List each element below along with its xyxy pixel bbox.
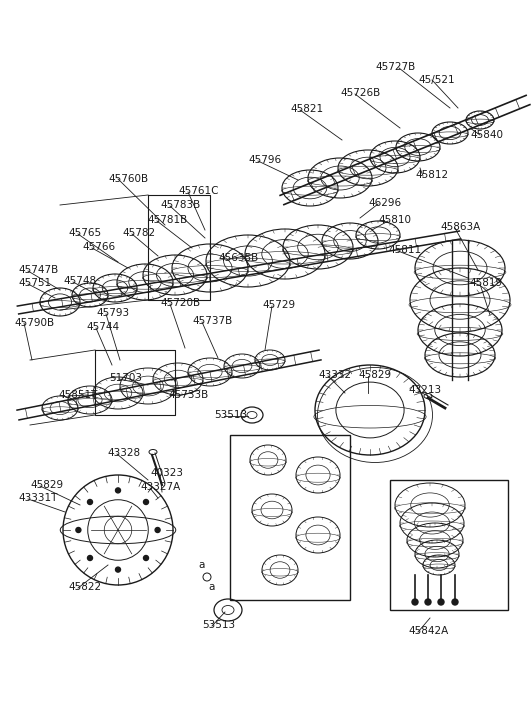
- Text: 45790B: 45790B: [14, 318, 54, 328]
- Bar: [230, 435, 350, 600]
- Text: 45744: 45744: [86, 322, 119, 332]
- Text: 53513: 53513: [202, 620, 235, 630]
- Text: 45812: 45812: [415, 170, 448, 180]
- Text: 45829: 45829: [30, 480, 63, 490]
- Text: 45751: 45751: [18, 278, 51, 288]
- Text: 53513: 53513: [214, 410, 247, 420]
- Text: 45783B: 45783B: [160, 200, 200, 210]
- Circle shape: [143, 555, 149, 561]
- Text: 45793: 45793: [96, 308, 129, 318]
- Text: 45729: 45729: [262, 300, 295, 310]
- Text: 45840: 45840: [470, 130, 503, 140]
- Text: 45737B: 45737B: [192, 316, 232, 326]
- Text: 45829: 45829: [358, 370, 391, 380]
- Text: 45782: 45782: [122, 228, 155, 238]
- Text: 45821: 45821: [290, 104, 323, 114]
- Text: a: a: [208, 582, 215, 592]
- Text: 46296: 46296: [368, 198, 401, 208]
- Text: 43331T: 43331T: [18, 493, 57, 503]
- Text: 45720B: 45720B: [160, 298, 200, 308]
- Circle shape: [452, 599, 458, 605]
- Text: 45822: 45822: [68, 582, 101, 592]
- Text: 43332: 43332: [318, 370, 351, 380]
- Text: a: a: [198, 560, 204, 570]
- Text: 45733B: 45733B: [168, 390, 208, 400]
- Text: 45726B: 45726B: [340, 88, 380, 98]
- Text: 40323: 40323: [150, 468, 183, 478]
- Text: 45727B: 45727B: [375, 62, 415, 72]
- Text: 45819: 45819: [469, 278, 502, 288]
- Circle shape: [76, 528, 81, 532]
- Text: 45766: 45766: [82, 242, 115, 252]
- Text: 45761C: 45761C: [178, 186, 218, 196]
- Circle shape: [155, 528, 160, 532]
- Text: 45/521: 45/521: [418, 75, 455, 85]
- Text: 45748: 45748: [63, 276, 96, 286]
- Text: 43327A: 43327A: [140, 482, 180, 492]
- Circle shape: [116, 488, 121, 493]
- Text: 43328: 43328: [107, 448, 140, 458]
- Circle shape: [425, 599, 431, 605]
- Text: 45747B: 45747B: [18, 265, 58, 275]
- Text: 45810: 45810: [378, 215, 411, 225]
- Circle shape: [412, 599, 418, 605]
- Circle shape: [438, 599, 444, 605]
- Text: 45851T: 45851T: [58, 390, 97, 400]
- Text: 45863A: 45863A: [440, 222, 480, 232]
- Text: 45765: 45765: [68, 228, 101, 238]
- Circle shape: [88, 555, 92, 561]
- Text: 45781B: 45781B: [147, 215, 187, 225]
- Bar: [390, 480, 508, 610]
- Circle shape: [116, 567, 121, 572]
- Circle shape: [143, 499, 149, 505]
- Text: 45842A: 45842A: [408, 626, 448, 636]
- Circle shape: [88, 499, 92, 505]
- Text: 45796: 45796: [248, 155, 281, 165]
- Text: 45811: 45811: [388, 245, 421, 255]
- Text: 43213: 43213: [408, 385, 441, 395]
- Text: 45760B: 45760B: [108, 174, 148, 184]
- Text: 45635B: 45635B: [218, 253, 258, 263]
- Text: 51703: 51703: [109, 373, 142, 383]
